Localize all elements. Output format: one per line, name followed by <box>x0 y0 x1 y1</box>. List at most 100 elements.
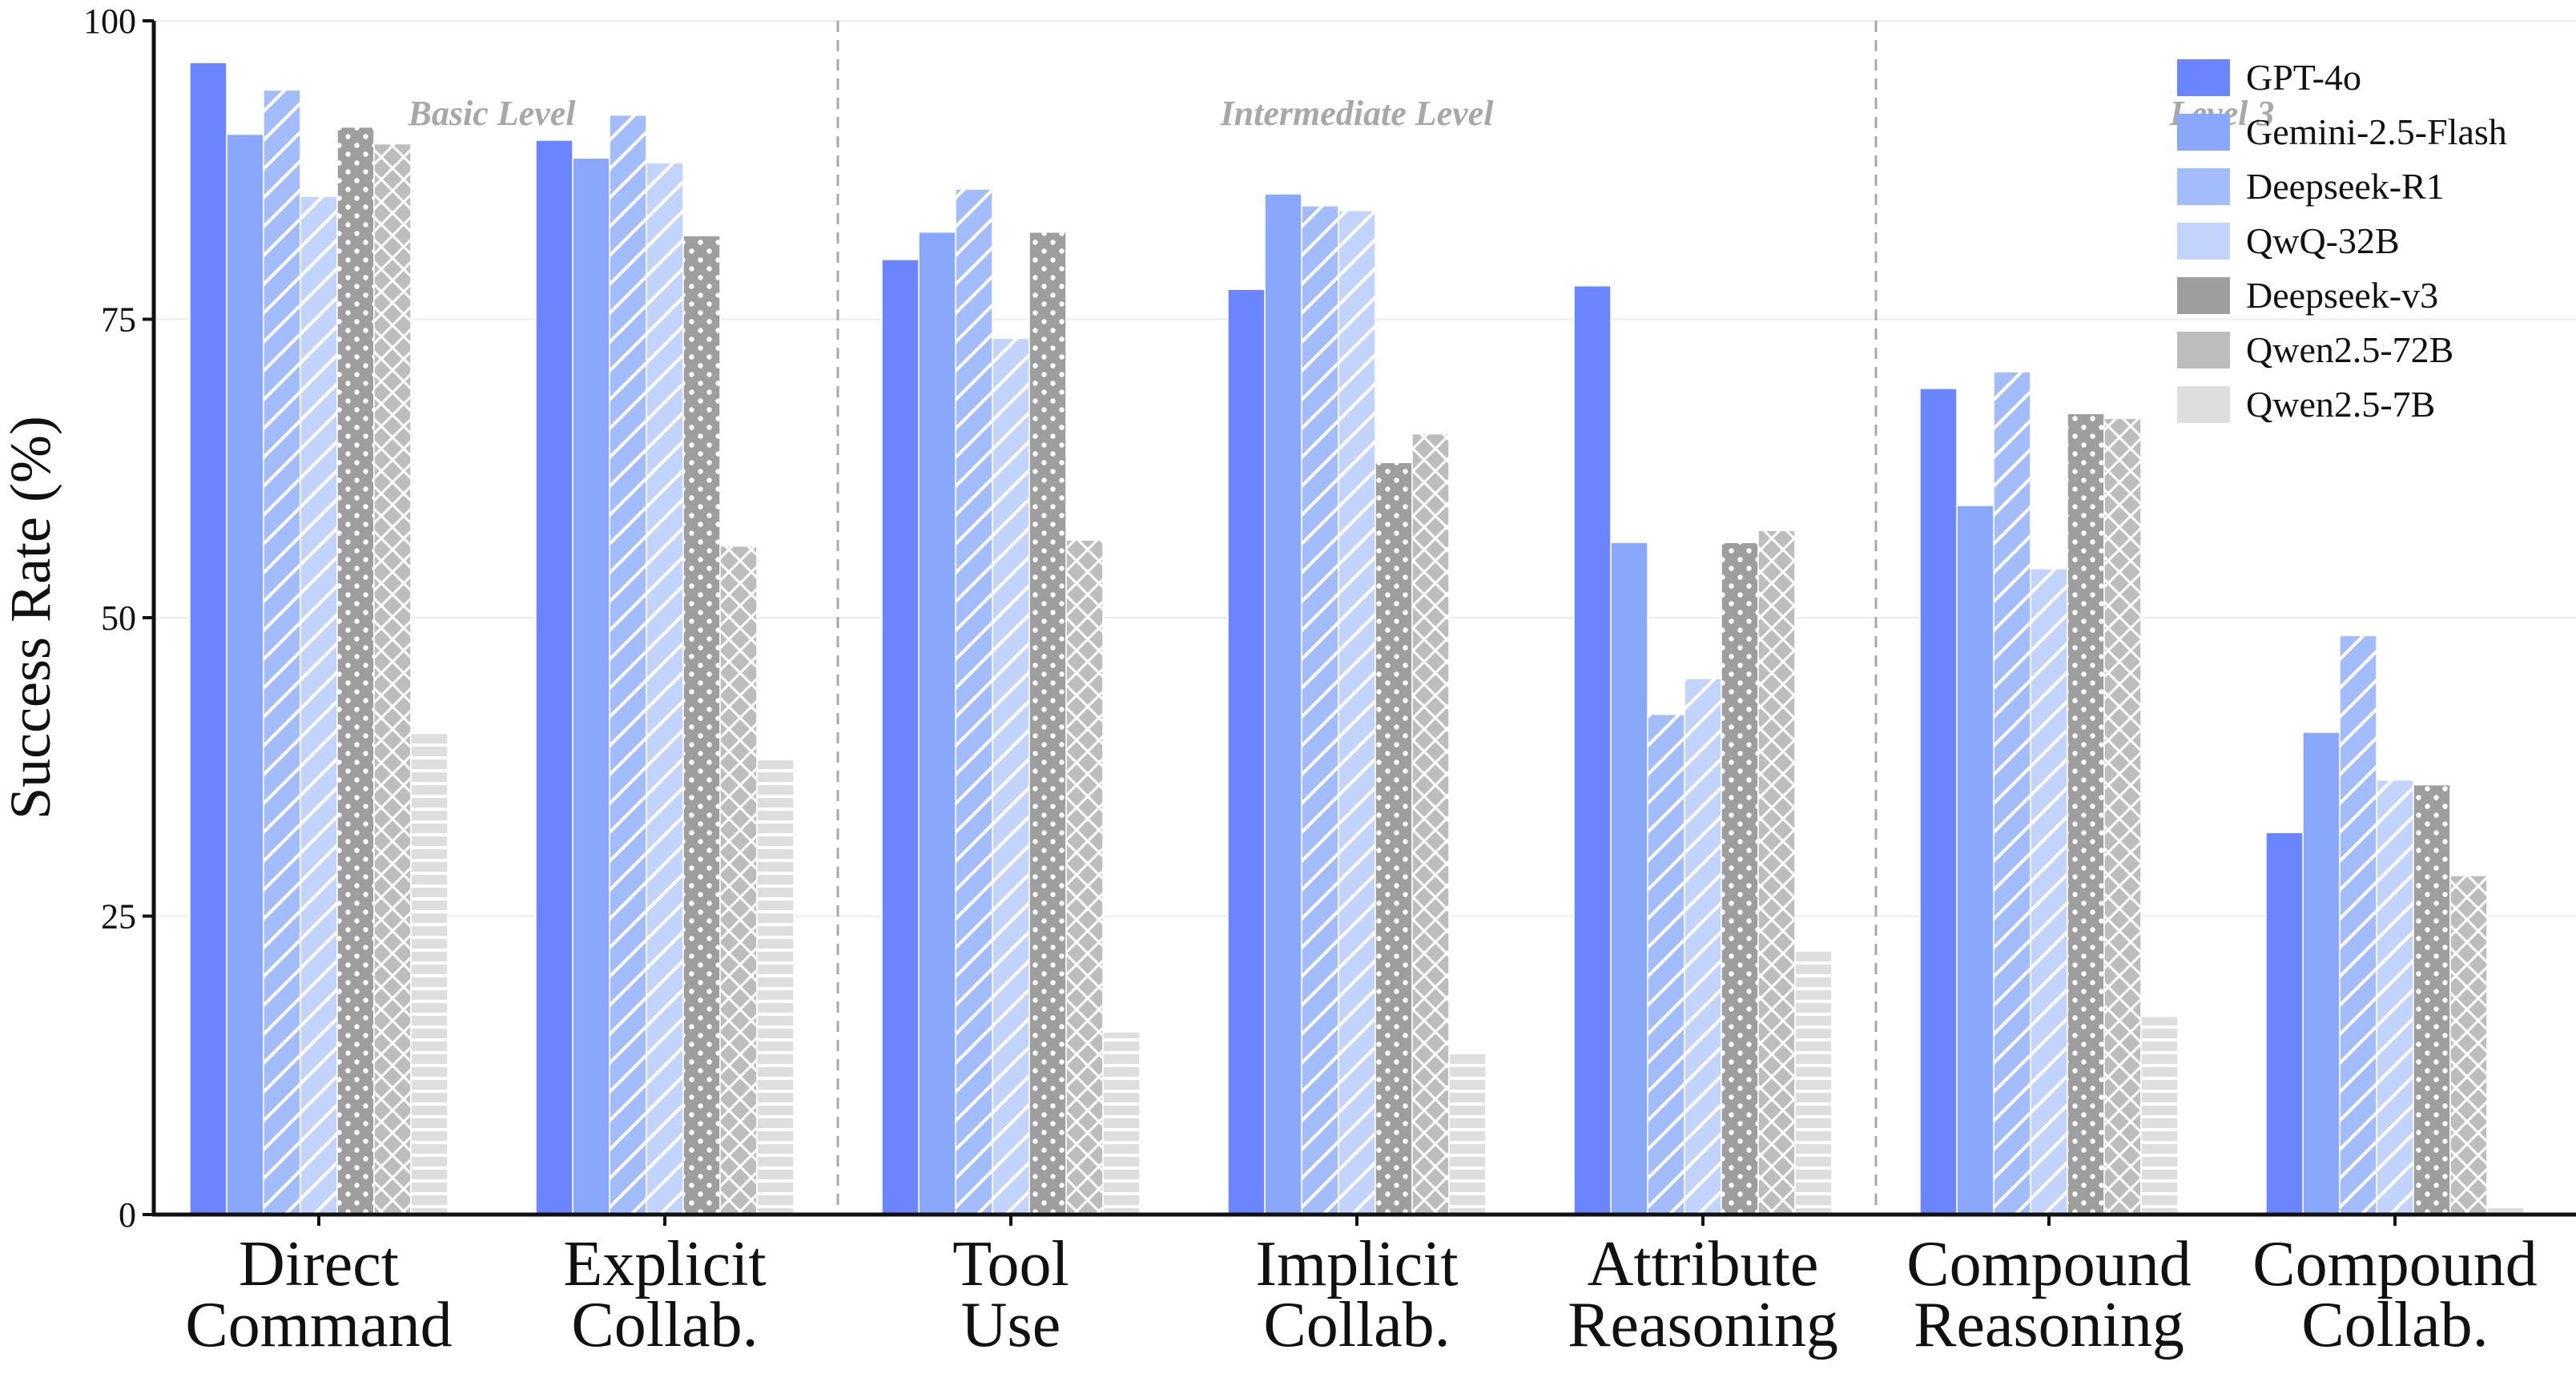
bars <box>189 62 2525 1215</box>
bar-qwq-32b-2 <box>992 337 1030 1215</box>
y-tick-label: 50 <box>101 598 136 638</box>
x-category-label: Explicit <box>563 1229 766 1299</box>
bar-fill <box>881 259 920 1215</box>
bar-pattern <box>1758 530 1795 1215</box>
x-category-label: Compound <box>1906 1229 2192 1299</box>
bar-pattern <box>720 546 757 1215</box>
bar-fill <box>2265 832 2304 1215</box>
legend-entry: QwQ-32B <box>2177 220 2400 261</box>
legend-entry: Deepseek-v3 <box>2177 275 2438 316</box>
bar-gpt-4o-3 <box>1227 288 1266 1215</box>
bar-pattern <box>2377 780 2413 1215</box>
bar-fill <box>1264 193 1302 1215</box>
bar-pattern <box>1648 714 1684 1215</box>
bar-pattern <box>2141 1016 2178 1215</box>
bar-qwq-32b-4 <box>1684 678 1722 1215</box>
legend-label: QwQ-32B <box>2246 220 2400 261</box>
bar-deepseek-r1-5 <box>1993 371 2031 1215</box>
legend-label: Qwen2.5-72B <box>2246 329 2453 370</box>
bar-pattern <box>2450 875 2487 1215</box>
bar-qwen2-5-72b-6 <box>2449 875 2488 1215</box>
bar-deepseek-v3-4 <box>1721 542 1759 1215</box>
bar-fill <box>918 231 956 1215</box>
bar-pattern <box>646 163 683 1215</box>
bar-qwen2-5-72b-4 <box>1757 530 1796 1215</box>
bar-gemini-2-5-flash-6 <box>2302 731 2341 1215</box>
legend-swatch <box>2177 277 2230 314</box>
bar-fill <box>1610 542 1648 1215</box>
x-category-label: Collab. <box>571 1290 758 1360</box>
legend-entry: GPT-4o <box>2177 57 2361 98</box>
bar-qwen2-5-7b-2 <box>1102 1031 1141 1215</box>
legend-swatch <box>2177 223 2230 260</box>
level-label: Basic Level <box>408 94 577 133</box>
x-category-label: Compound <box>2252 1229 2538 1299</box>
bar-fill <box>572 157 610 1215</box>
x-category-label: Use <box>961 1290 1061 1360</box>
bar-fill <box>1919 388 1958 1215</box>
legend-entry: Qwen2.5-72B <box>2177 329 2453 370</box>
bar-pattern <box>1338 210 1375 1215</box>
bar-pattern <box>1449 1053 1486 1215</box>
bar-deepseek-r1-3 <box>1301 205 1339 1215</box>
bar-qwen2-5-7b-0 <box>410 732 449 1215</box>
bar-gemini-2-5-flash-3 <box>1264 193 1302 1215</box>
bar-qwq-32b-5 <box>2030 568 2068 1215</box>
bar-pattern <box>2487 1207 2524 1215</box>
level-label: Intermediate Level <box>1220 94 1495 133</box>
bar-pattern <box>992 338 1029 1215</box>
bar-qwen2-5-7b-3 <box>1448 1053 1487 1215</box>
x-category-label: Reasoning <box>1568 1290 1838 1360</box>
y-tick-label: 100 <box>83 2 136 41</box>
axes <box>143 19 2576 1226</box>
bar-deepseek-r1-1 <box>609 114 647 1215</box>
bar-pattern <box>956 189 992 1215</box>
bar-pattern <box>1795 948 1832 1215</box>
bar-qwen2-5-72b-5 <box>2103 417 2142 1215</box>
bar-qwen2-5-7b-4 <box>1794 947 1833 1215</box>
x-category-label: Attribute <box>1588 1229 1819 1299</box>
bar-pattern <box>374 143 411 1215</box>
x-category-label: Collab. <box>2301 1290 2488 1360</box>
bar-deepseek-v3-6 <box>2413 784 2451 1215</box>
bar-pattern <box>1103 1032 1140 1215</box>
bar-pattern <box>2067 413 2104 1215</box>
y-axis-title: Success Rate (%) <box>0 416 62 820</box>
legend-swatch <box>2177 386 2230 423</box>
bar-qwq-32b-3 <box>1338 210 1376 1215</box>
bar-pattern <box>1375 462 1412 1215</box>
bar-deepseek-v3-3 <box>1375 461 1413 1215</box>
bar-pattern <box>1721 542 1758 1215</box>
y-tick-label: 75 <box>101 300 136 340</box>
bar-gemini-2-5-flash-0 <box>226 133 264 1215</box>
bar-pattern <box>2031 568 2067 1215</box>
bar-pattern <box>610 115 646 1215</box>
bar-deepseek-v3-0 <box>336 126 375 1215</box>
bar-qwen2-5-72b-0 <box>373 143 412 1215</box>
bar-fill <box>2302 731 2341 1215</box>
x-category-label: Implicit <box>1255 1229 1458 1299</box>
bar-deepseek-r1-6 <box>2339 635 2377 1215</box>
x-category-label: Reasoning <box>1914 1290 2184 1360</box>
bar-pattern <box>1302 205 1338 1215</box>
bar-deepseek-v3-1 <box>682 235 721 1215</box>
bar-pattern <box>683 236 720 1215</box>
bar-fill <box>226 133 264 1215</box>
bar-gpt-4o-1 <box>535 139 574 1215</box>
bar-pattern <box>1066 540 1103 1215</box>
bar-qwq-32b-1 <box>646 162 684 1215</box>
legend-label: GPT-4o <box>2246 57 2361 98</box>
bar-pattern <box>411 733 448 1215</box>
bar-pattern <box>2340 635 2377 1215</box>
bar-pattern <box>1684 678 1721 1215</box>
legend-swatch <box>2177 168 2230 205</box>
bar-fill <box>189 62 227 1215</box>
bar-deepseek-v3-5 <box>2067 413 2105 1215</box>
bar-pattern <box>2104 418 2141 1215</box>
bar-gpt-4o-5 <box>1919 388 1958 1215</box>
legend-swatch <box>2177 332 2230 369</box>
bar-gemini-2-5-flash-1 <box>572 157 610 1215</box>
bar-gpt-4o-4 <box>1573 285 1612 1215</box>
